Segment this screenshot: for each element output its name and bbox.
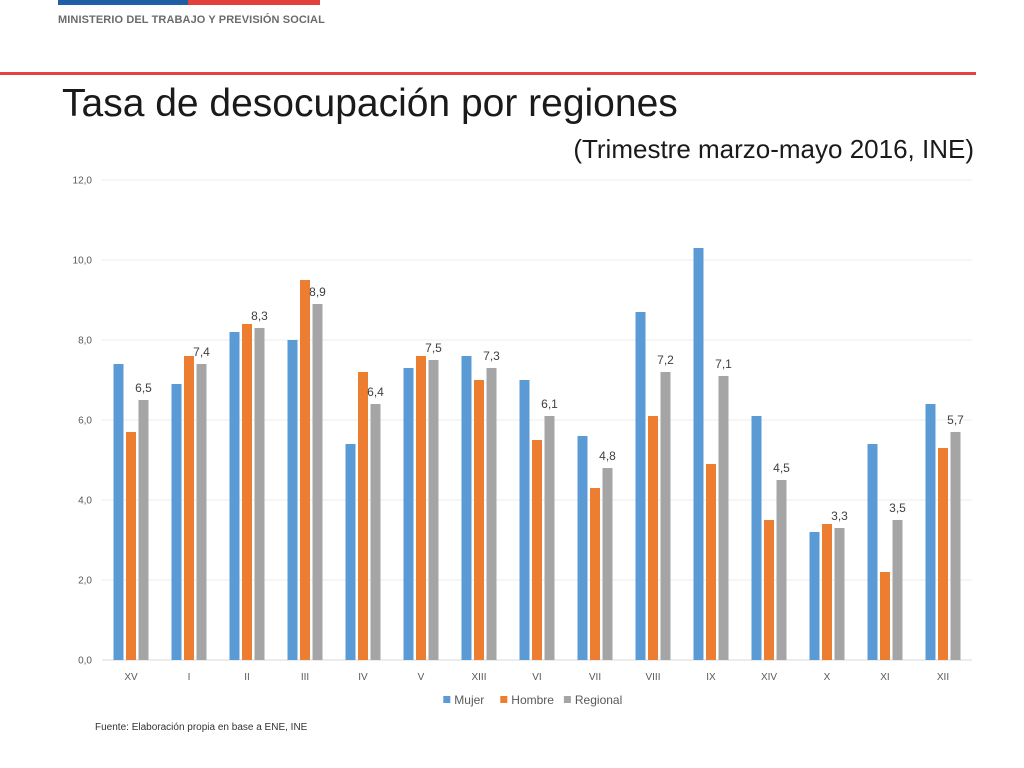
bar-regional — [312, 304, 323, 660]
header-divider — [0, 72, 976, 75]
bar-hombre — [126, 432, 136, 660]
data-label: 8,9 — [309, 285, 326, 299]
bar-regional — [428, 360, 439, 660]
y-tick-label: 2,0 — [78, 576, 92, 587]
y-tick-label: 4,0 — [78, 496, 92, 507]
x-tick-label: II — [244, 672, 250, 683]
page-subtitle: (Trimestre marzo-mayo 2016, INE) — [573, 134, 974, 164]
x-tick-label: IV — [358, 672, 368, 683]
bar-regional — [370, 404, 381, 660]
x-tick-label: VIII — [645, 672, 660, 683]
bar-regional — [602, 468, 613, 660]
source-note: Fuente: Elaboración propia en base a ENE… — [95, 722, 308, 733]
x-tick-label: XIII — [471, 672, 486, 683]
x-tick-label: X — [824, 672, 831, 683]
page-title: Tasa de desocupación por regiones — [62, 82, 678, 125]
x-tick-label: V — [418, 672, 425, 683]
bar-mujer — [519, 380, 530, 660]
data-label: 7,1 — [715, 357, 732, 371]
ministry-name: MINISTERIO DEL TRABAJO Y PREVISIÓN SOCIA… — [58, 14, 325, 26]
x-tick-label: III — [301, 672, 309, 683]
y-tick-label: 10,0 — [73, 256, 93, 267]
legend-swatch — [443, 696, 451, 703]
data-label: 7,3 — [483, 349, 500, 363]
data-label: 7,4 — [193, 345, 210, 359]
y-tick-label: 6,0 — [78, 416, 92, 427]
x-tick-label: XII — [937, 672, 949, 683]
bar-hombre — [590, 488, 600, 660]
bar-hombre — [648, 416, 658, 660]
bar-hombre — [706, 464, 716, 660]
bar-hombre — [358, 372, 368, 660]
x-tick-label: VII — [589, 672, 601, 683]
bar-mujer — [751, 416, 762, 660]
data-label: 8,3 — [251, 309, 268, 323]
data-label: 6,4 — [367, 385, 384, 399]
bar-mujer — [577, 436, 588, 660]
bar-regional — [718, 376, 729, 660]
x-tick-label: VI — [532, 672, 541, 683]
bar-mujer — [461, 356, 472, 660]
bar-regional — [950, 432, 961, 660]
bar-hombre — [532, 440, 542, 660]
bar-hombre — [416, 356, 426, 660]
legend-label: Hombre — [511, 693, 554, 707]
bar-regional — [892, 520, 903, 660]
data-label: 4,5 — [773, 461, 790, 475]
x-tick-label: I — [188, 672, 191, 683]
bar-mujer — [635, 312, 646, 660]
bar-mujer — [925, 404, 936, 660]
x-tick-label: XI — [880, 672, 889, 683]
y-tick-label: 12,0 — [73, 176, 93, 187]
bar-hombre — [880, 572, 890, 660]
header-flag-bar — [58, 0, 320, 5]
flag-red-segment — [188, 0, 320, 5]
data-label: 6,1 — [541, 397, 558, 411]
bar-regional — [138, 400, 149, 660]
x-tick-label: IX — [706, 672, 716, 683]
bar-regional — [776, 480, 787, 660]
bar-regional — [660, 372, 671, 660]
legend-swatch — [500, 696, 508, 703]
bar-hombre — [938, 448, 948, 660]
x-tick-label: XIV — [761, 672, 777, 683]
bar-mujer — [171, 384, 182, 660]
data-label: 5,7 — [947, 413, 964, 427]
y-tick-label: 8,0 — [78, 336, 92, 347]
data-label: 7,2 — [657, 353, 674, 367]
data-label: 3,5 — [889, 501, 906, 515]
y-tick-label: 0,0 — [78, 656, 92, 667]
data-label: 3,3 — [831, 509, 848, 523]
data-label: 4,8 — [599, 449, 616, 463]
bar-hombre — [242, 324, 252, 660]
bar-mujer — [693, 248, 704, 660]
bar-hombre — [474, 380, 484, 660]
bar-mujer — [229, 332, 240, 660]
bar-mujer — [867, 444, 878, 660]
flag-blue-segment — [58, 0, 188, 5]
data-label: 7,5 — [425, 341, 442, 355]
bar-hombre — [822, 524, 832, 660]
bar-mujer — [345, 444, 356, 660]
bar-hombre — [184, 356, 194, 660]
bar-mujer — [809, 532, 820, 660]
bar-regional — [544, 416, 555, 660]
bar-mujer — [287, 340, 298, 660]
bar-mujer — [113, 364, 124, 660]
data-label: 6,5 — [135, 381, 152, 395]
bar-hombre — [300, 280, 310, 660]
legend-label: Regional — [575, 693, 622, 707]
legend-label: Mujer — [454, 693, 484, 707]
bar-regional — [196, 364, 207, 660]
bar-regional — [486, 368, 497, 660]
bar-regional — [834, 528, 845, 660]
bar-regional — [254, 328, 265, 660]
legend-swatch — [563, 696, 571, 703]
bar-hombre — [764, 520, 774, 660]
bar-mujer — [403, 368, 414, 660]
x-tick-label: XV — [124, 672, 138, 683]
